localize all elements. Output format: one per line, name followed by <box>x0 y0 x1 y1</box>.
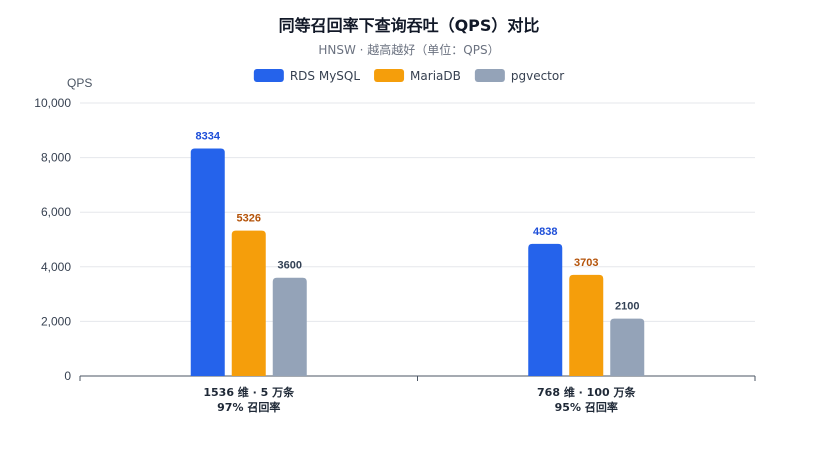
data-label: 8334 <box>196 130 221 142</box>
data-label: 3703 <box>574 257 598 269</box>
bar-pgvector[interactable] <box>610 318 645 376</box>
x-category-label: 97% 召回率 <box>217 400 280 414</box>
y-axis-label: QPS <box>67 76 92 90</box>
bar-rds-mysql[interactable] <box>528 243 563 376</box>
legend-label: pgvector <box>511 69 564 83</box>
bar-mariadb[interactable] <box>231 230 266 376</box>
bars: 8334 4838 5326 3703 3600 2100 <box>190 130 645 376</box>
legend-swatch <box>253 69 284 82</box>
y-tick-label: 4,000 <box>41 260 71 274</box>
chart-subtitle: HNSW · 越高越好（单位：QPS） <box>318 42 499 57</box>
y-tick-label: 10,000 <box>34 96 71 110</box>
data-label: 3600 <box>278 260 302 272</box>
x-category-label: 1536 维 · 5 万条 <box>203 385 295 399</box>
legend-swatch <box>474 69 505 82</box>
legend-item-pgvector[interactable]: pgvector <box>474 69 564 83</box>
bar-mariadb[interactable] <box>569 274 604 376</box>
legend[interactable]: RDS MySQL MariaDB pgvector <box>253 69 564 83</box>
gridlines <box>80 102 755 322</box>
legend-label: RDS MySQL <box>290 69 361 83</box>
bar-pgvector[interactable] <box>272 277 307 376</box>
legend-swatch <box>374 69 405 82</box>
x-category-label: 95% 召回率 <box>555 400 618 414</box>
legend-item-mariadb[interactable]: MariaDB <box>374 69 461 83</box>
y-tick-label: 8,000 <box>41 151 71 165</box>
y-tick-label: 6,000 <box>41 205 71 219</box>
y-tick-label: 2,000 <box>41 314 71 328</box>
data-label: 5326 <box>237 213 261 225</box>
bar-rds-mysql[interactable] <box>190 148 225 376</box>
data-label: 4838 <box>533 226 557 238</box>
legend-item-rds-mysql[interactable]: RDS MySQL <box>253 69 361 83</box>
legend-label: MariaDB <box>410 69 461 83</box>
x-category-label: 768 维 · 100 万条 <box>537 385 636 399</box>
y-axis: 0 2,000 4,000 6,000 8,000 10,000 <box>34 96 71 383</box>
y-tick-label: 0 <box>64 369 71 383</box>
data-label: 2100 <box>615 301 639 313</box>
chart-title: 同等召回率下查询吞吐（QPS）对比 <box>279 16 540 35</box>
